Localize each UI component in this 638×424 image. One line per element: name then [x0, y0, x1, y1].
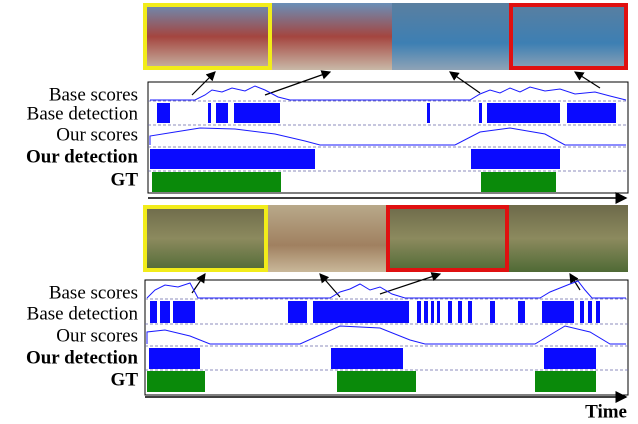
detection-segment [208, 103, 211, 123]
detection-segment [567, 103, 616, 123]
detection-segment [160, 301, 170, 323]
row-label: Base scores [49, 282, 138, 303]
detection-segment [234, 103, 280, 123]
panel-bottom [144, 279, 629, 403]
detection-segment [468, 301, 472, 323]
detection-segment [479, 103, 482, 123]
detection-segment [417, 301, 421, 323]
detection-segment [596, 301, 600, 323]
time-label: Time [585, 401, 627, 422]
detection-segment [424, 301, 428, 323]
detection-segment [542, 301, 574, 323]
detection-segment [313, 301, 409, 323]
detection-segment [431, 301, 434, 323]
detection-segment [518, 301, 525, 323]
row-label: GT [111, 169, 139, 190]
row-label: GT [111, 369, 139, 390]
detection-segment [580, 301, 584, 323]
detection-segment [288, 301, 307, 323]
frames-bottom [143, 205, 628, 272]
detection-segment [490, 301, 495, 323]
row-label: Our detection [26, 146, 138, 167]
detection-segment [487, 103, 560, 123]
row-label: Base scores [49, 84, 138, 105]
detection-segment [437, 301, 440, 323]
detection-segment [157, 103, 170, 123]
row-label: Our scores [56, 325, 138, 346]
detection-segment [588, 301, 592, 323]
detection-segment [173, 301, 195, 323]
frames-top [143, 3, 628, 70]
row-label: Base detection [27, 103, 139, 124]
panel-top [147, 81, 629, 204]
row-label: Our scores [56, 124, 138, 145]
detection-segment [427, 103, 430, 123]
row-label: Base detection [27, 303, 139, 324]
detection-segment [150, 301, 157, 323]
detection-segment [448, 301, 452, 323]
row-label: Our detection [26, 347, 138, 368]
detection-segment [216, 103, 228, 123]
detection-segment [458, 301, 462, 323]
